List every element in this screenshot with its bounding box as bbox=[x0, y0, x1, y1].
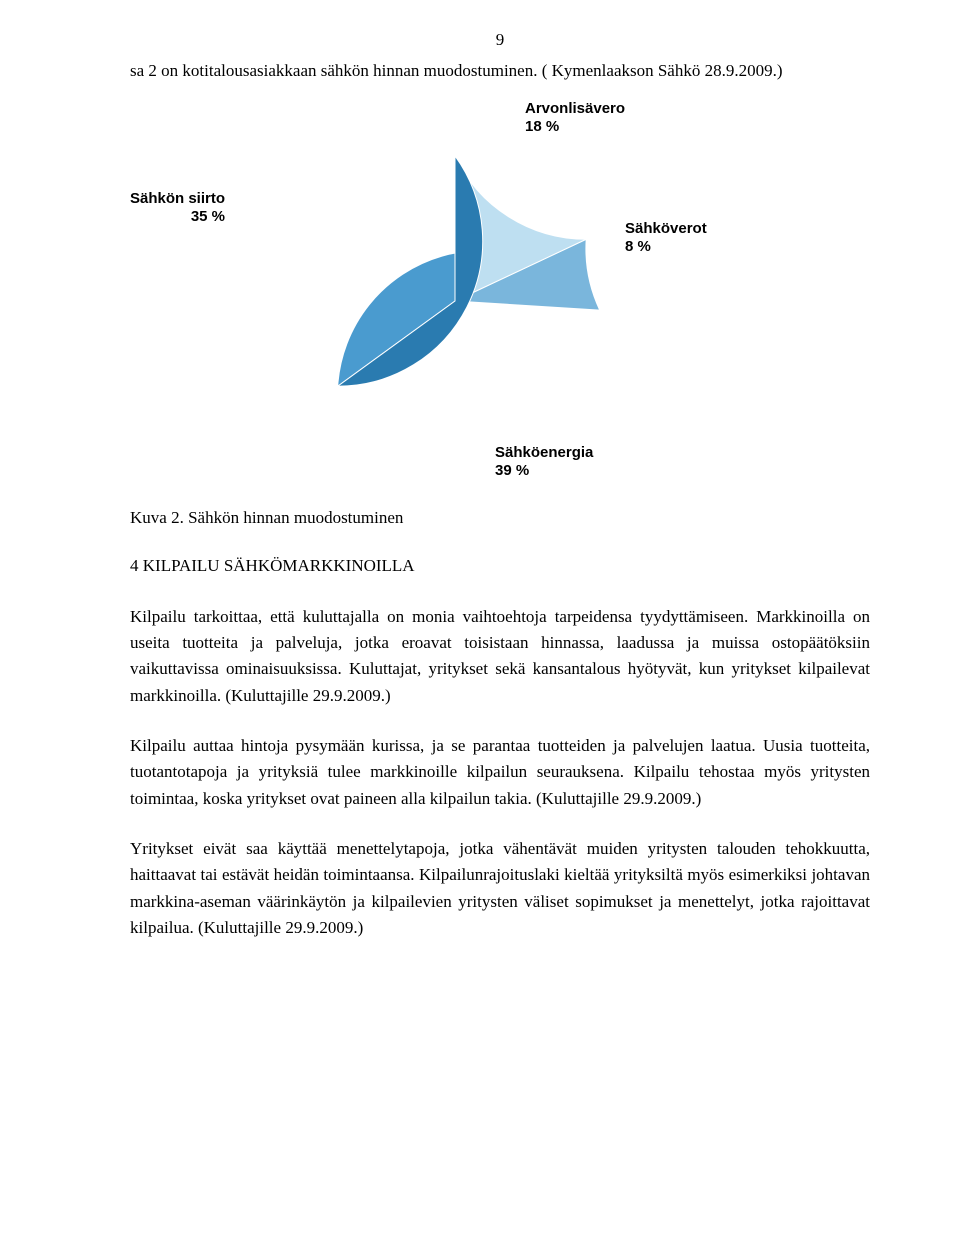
label-sahkoenergia-pct: 39 % bbox=[495, 462, 593, 481]
section-heading: 4 KILPAILU SÄHKÖMARKKINOILLA bbox=[130, 556, 870, 576]
label-arvonlisavero-pct: 18 % bbox=[525, 118, 625, 137]
intro-paragraph: sa 2 on kotitalousasiakkaan sähkön hinna… bbox=[130, 58, 870, 84]
figure-caption: Kuva 2. Sähkön hinnan muodostuminen bbox=[130, 508, 870, 528]
label-sahkoverot-pct: 8 % bbox=[625, 238, 707, 257]
label-sahkoenergia: Sähköenergia 39 % bbox=[495, 444, 593, 482]
label-arvonlisavero: Arvonlisävero 18 % bbox=[525, 100, 625, 138]
paragraph-3: Yritykset eivät saa käyttää menettelytap… bbox=[130, 836, 870, 941]
paragraph-2: Kilpailu auttaa hintoja pysymään kurissa… bbox=[130, 733, 870, 812]
label-sahkon-siirto-title: Sähkön siirto bbox=[130, 190, 225, 209]
label-sahkoenergia-title: Sähköenergia bbox=[495, 444, 593, 463]
pie-chart: Arvonlisävero 18 % Sähköverot 8 % Sähköe… bbox=[130, 100, 870, 490]
label-sahkon-siirto: Sähkön siirto 35 % bbox=[130, 190, 225, 228]
label-sahkon-siirto-pct: 35 % bbox=[130, 208, 225, 227]
label-sahkoverot: Sähköverot 8 % bbox=[625, 220, 707, 258]
label-arvonlisavero-title: Arvonlisävero bbox=[525, 100, 625, 119]
pie-svg bbox=[300, 146, 610, 456]
paragraph-1: Kilpailu tarkoittaa, että kuluttajalla o… bbox=[130, 604, 870, 709]
label-sahkoverot-title: Sähköverot bbox=[625, 220, 707, 239]
page-number: 9 bbox=[130, 30, 870, 50]
